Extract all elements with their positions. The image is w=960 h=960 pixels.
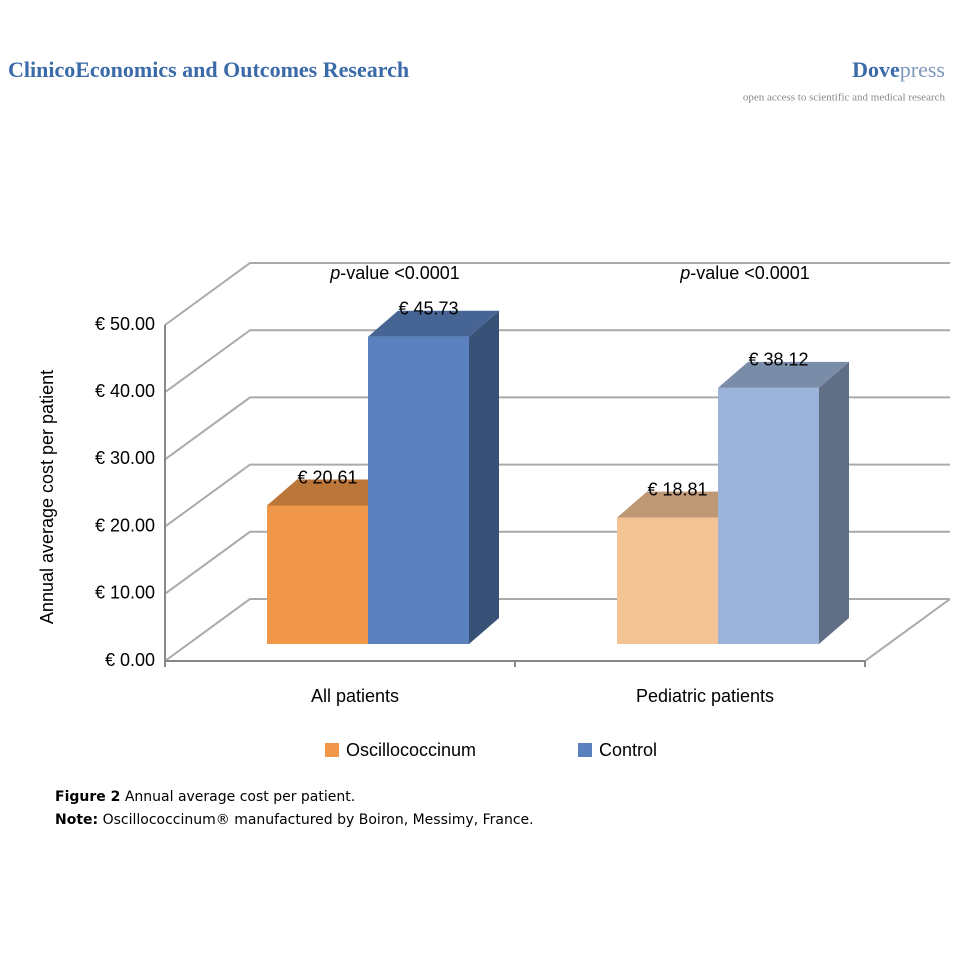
annotation-text: -value <0.0001: [690, 263, 810, 283]
brand-bold: Dove: [852, 57, 900, 82]
value-label: € 45.73: [398, 298, 458, 318]
legend-swatch: [578, 743, 592, 757]
bar: [368, 310, 499, 644]
tagline: open access to scientific and medical re…: [743, 92, 946, 104]
bar-front: [617, 517, 718, 644]
legend-label: Control: [599, 740, 657, 760]
bar-top: [617, 491, 748, 518]
bar-front: [718, 387, 819, 644]
annotation-italic: p: [329, 263, 340, 283]
brand-rest: press: [900, 57, 945, 82]
bar-top: [368, 310, 499, 337]
annotation: p-value <0.0001: [679, 263, 810, 283]
bar-side: [469, 310, 499, 644]
bar: [718, 361, 849, 644]
grid-line: [164, 329, 950, 394]
caption: Figure 2 Annual average cost per patient…: [55, 789, 355, 805]
legend-label: Oscillococcinum: [346, 740, 476, 760]
value-label: € 38.12: [748, 350, 808, 370]
journal-title: ClinicoEconomics and Outcomes Research: [8, 57, 409, 82]
y-axis-label: Annual average cost per patient: [37, 370, 57, 624]
bar-front: [267, 505, 368, 644]
value-label: € 18.81: [647, 479, 707, 499]
x-tick-label: All patients: [311, 686, 399, 706]
grid-line: [164, 396, 950, 461]
value-label: € 20.61: [297, 467, 357, 487]
y-tick-label: € 40.00: [95, 381, 155, 401]
y-tick-label: € 0.00: [105, 650, 155, 670]
grid-line: [164, 262, 950, 326]
caption-text: Annual average cost per patient.: [124, 789, 356, 805]
y-tick-label: € 10.00: [95, 583, 155, 603]
annotation-text: -value <0.0001: [340, 263, 460, 283]
legend-swatch: [325, 743, 339, 757]
note: Note: Oscillococcinum® manufactured by B…: [55, 812, 534, 828]
caption-label: Figure 2: [55, 789, 121, 805]
annotation-italic: p: [679, 263, 690, 283]
brand: Dovepress: [852, 57, 945, 82]
note-label: Note:: [55, 812, 99, 828]
annotation: p-value <0.0001: [329, 263, 460, 283]
bar-top: [267, 479, 398, 506]
bar-front: [368, 336, 469, 644]
y-tick-label: € 50.00: [95, 314, 155, 334]
grid-line: [164, 463, 950, 528]
y-tick-label: € 20.00: [95, 515, 155, 535]
y-tick-label: € 30.00: [95, 448, 155, 468]
note-text: Oscillococcinum® manufactured by Boiron,…: [102, 812, 534, 828]
bar-top: [718, 361, 849, 388]
x-tick-label: Pediatric patients: [636, 686, 774, 706]
bar-side: [819, 361, 849, 644]
